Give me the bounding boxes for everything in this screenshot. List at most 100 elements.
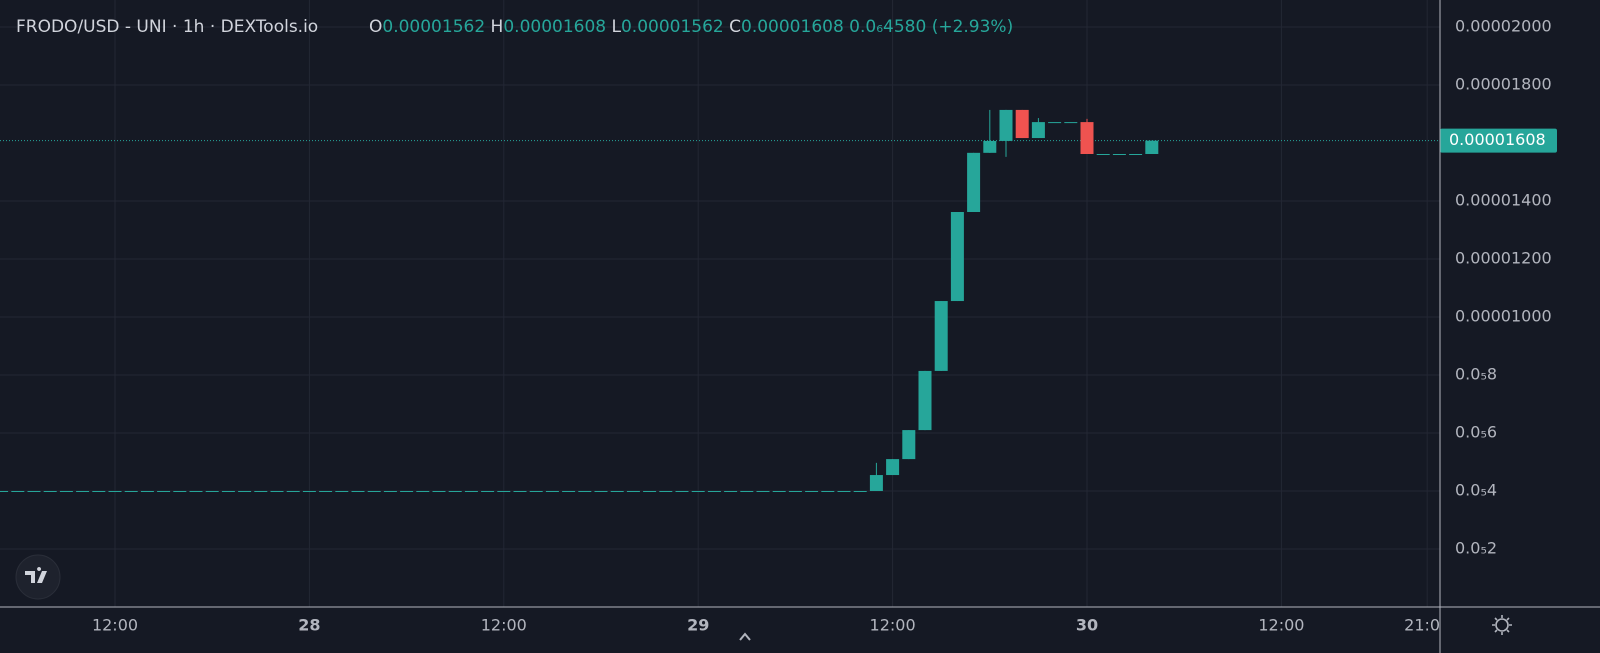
candle-body	[124, 490, 138, 492]
last-price-label: 0.00001608	[1449, 130, 1546, 149]
candle-body	[1048, 122, 1062, 124]
candle-body	[1096, 153, 1110, 155]
candle-body	[837, 490, 851, 492]
logo-badge[interactable]	[15, 554, 61, 600]
candle-body	[351, 490, 365, 492]
candle-body	[707, 490, 721, 492]
candle-body	[140, 490, 154, 492]
candle-body	[578, 490, 592, 492]
last-price-badge	[1440, 128, 1557, 153]
x-tick-label: 12:00	[92, 616, 138, 635]
value: 0.00001562	[382, 17, 485, 37]
x-tick-label: 28	[298, 616, 320, 635]
value: 0.00001562	[621, 17, 724, 37]
symbol-title: FRODO/USD - UNI · 1h · DEXTools.io	[16, 17, 318, 37]
x-tick-label: 12:00	[481, 616, 527, 635]
y-tick-label: 0.0₅4	[1455, 480, 1497, 499]
candle-body	[1031, 122, 1045, 139]
scroll-arrow[interactable]	[739, 632, 751, 641]
candle-body	[270, 490, 284, 492]
candle-body	[950, 212, 964, 302]
candle-body	[464, 490, 478, 492]
gear	[1495, 618, 1509, 632]
y-tick-label: 0.00002000	[1455, 16, 1552, 35]
x-tick-label: 21:00	[1404, 616, 1450, 635]
candle-body	[756, 490, 770, 492]
candle-body	[157, 490, 171, 492]
y-tick-label: 0.00001000	[1455, 306, 1552, 325]
candle-body	[1015, 109, 1029, 139]
candle-body	[610, 490, 624, 492]
candle-body	[416, 490, 430, 492]
candle-body	[626, 490, 640, 492]
candle-body	[43, 490, 57, 492]
candle-body	[432, 490, 446, 492]
candle-body	[772, 490, 786, 492]
candle-body	[189, 490, 203, 492]
candle-body	[11, 490, 25, 492]
candle-body	[173, 490, 187, 492]
candle-body	[983, 140, 997, 153]
candle-body	[448, 490, 462, 492]
settings-icon[interactable]	[1492, 615, 1512, 635]
candle-body	[238, 490, 252, 492]
candle-body	[740, 490, 754, 492]
candle-body	[1145, 140, 1159, 154]
candle-body	[562, 490, 576, 492]
candle-body	[27, 490, 41, 492]
change: 0.0₆4580	[849, 17, 926, 37]
candle-body	[383, 490, 397, 492]
y-tick-label: 0.0₅2	[1455, 538, 1497, 557]
candle-body	[967, 152, 981, 213]
candle-body	[659, 490, 673, 492]
candle-body	[254, 490, 268, 492]
y-tick-label: 0.0₅6	[1455, 422, 1497, 441]
candle-body	[1080, 122, 1094, 154]
candle-body	[76, 490, 90, 492]
candle-body	[821, 490, 835, 492]
candle-body	[221, 490, 235, 492]
change-percent: (+2.93%)	[932, 17, 1014, 37]
label: H	[491, 17, 504, 37]
candle-body	[545, 490, 559, 492]
candle-body	[1064, 122, 1078, 124]
candle-body	[400, 490, 414, 492]
header: FRODO/USD - UNI · 1h · DEXTools.io O0.00…	[16, 17, 1013, 37]
tv-logo[interactable]	[15, 554, 61, 600]
candle-body	[902, 430, 916, 460]
value: 0.00001608	[503, 17, 606, 37]
candle-body	[286, 490, 300, 492]
y-tick-label: 0.00001400	[1455, 190, 1552, 209]
x-tick-label: 30	[1076, 616, 1098, 635]
label: O	[369, 17, 382, 37]
logo-mark	[25, 567, 47, 583]
candle-body	[788, 490, 802, 492]
x-tick-label: 12:00	[870, 616, 916, 635]
candle-body	[205, 490, 219, 492]
y-tick-label: 0.00001800	[1455, 74, 1552, 93]
candle-body	[675, 490, 689, 492]
candle-body	[869, 475, 883, 491]
y-tick-label: 0.0₅8	[1455, 364, 1497, 383]
candle-body	[481, 490, 495, 492]
candle-body	[529, 490, 543, 492]
candle-body	[319, 490, 333, 492]
candle-body	[335, 490, 349, 492]
candle-body	[1129, 153, 1143, 155]
candle-body	[691, 490, 705, 492]
candle-body	[302, 490, 316, 492]
label: L	[612, 17, 622, 37]
candle-body	[934, 301, 948, 371]
candle-body	[886, 459, 900, 476]
candle-body	[999, 109, 1013, 141]
x-tick-label: 12:00	[1258, 616, 1304, 635]
gear-teeth	[1492, 615, 1512, 635]
candle-body	[513, 490, 527, 492]
candle-body	[92, 490, 106, 492]
candle-body	[367, 490, 381, 492]
candle-body	[497, 490, 511, 492]
price-axis-panel	[1440, 0, 1600, 653]
candle-body	[853, 490, 867, 492]
